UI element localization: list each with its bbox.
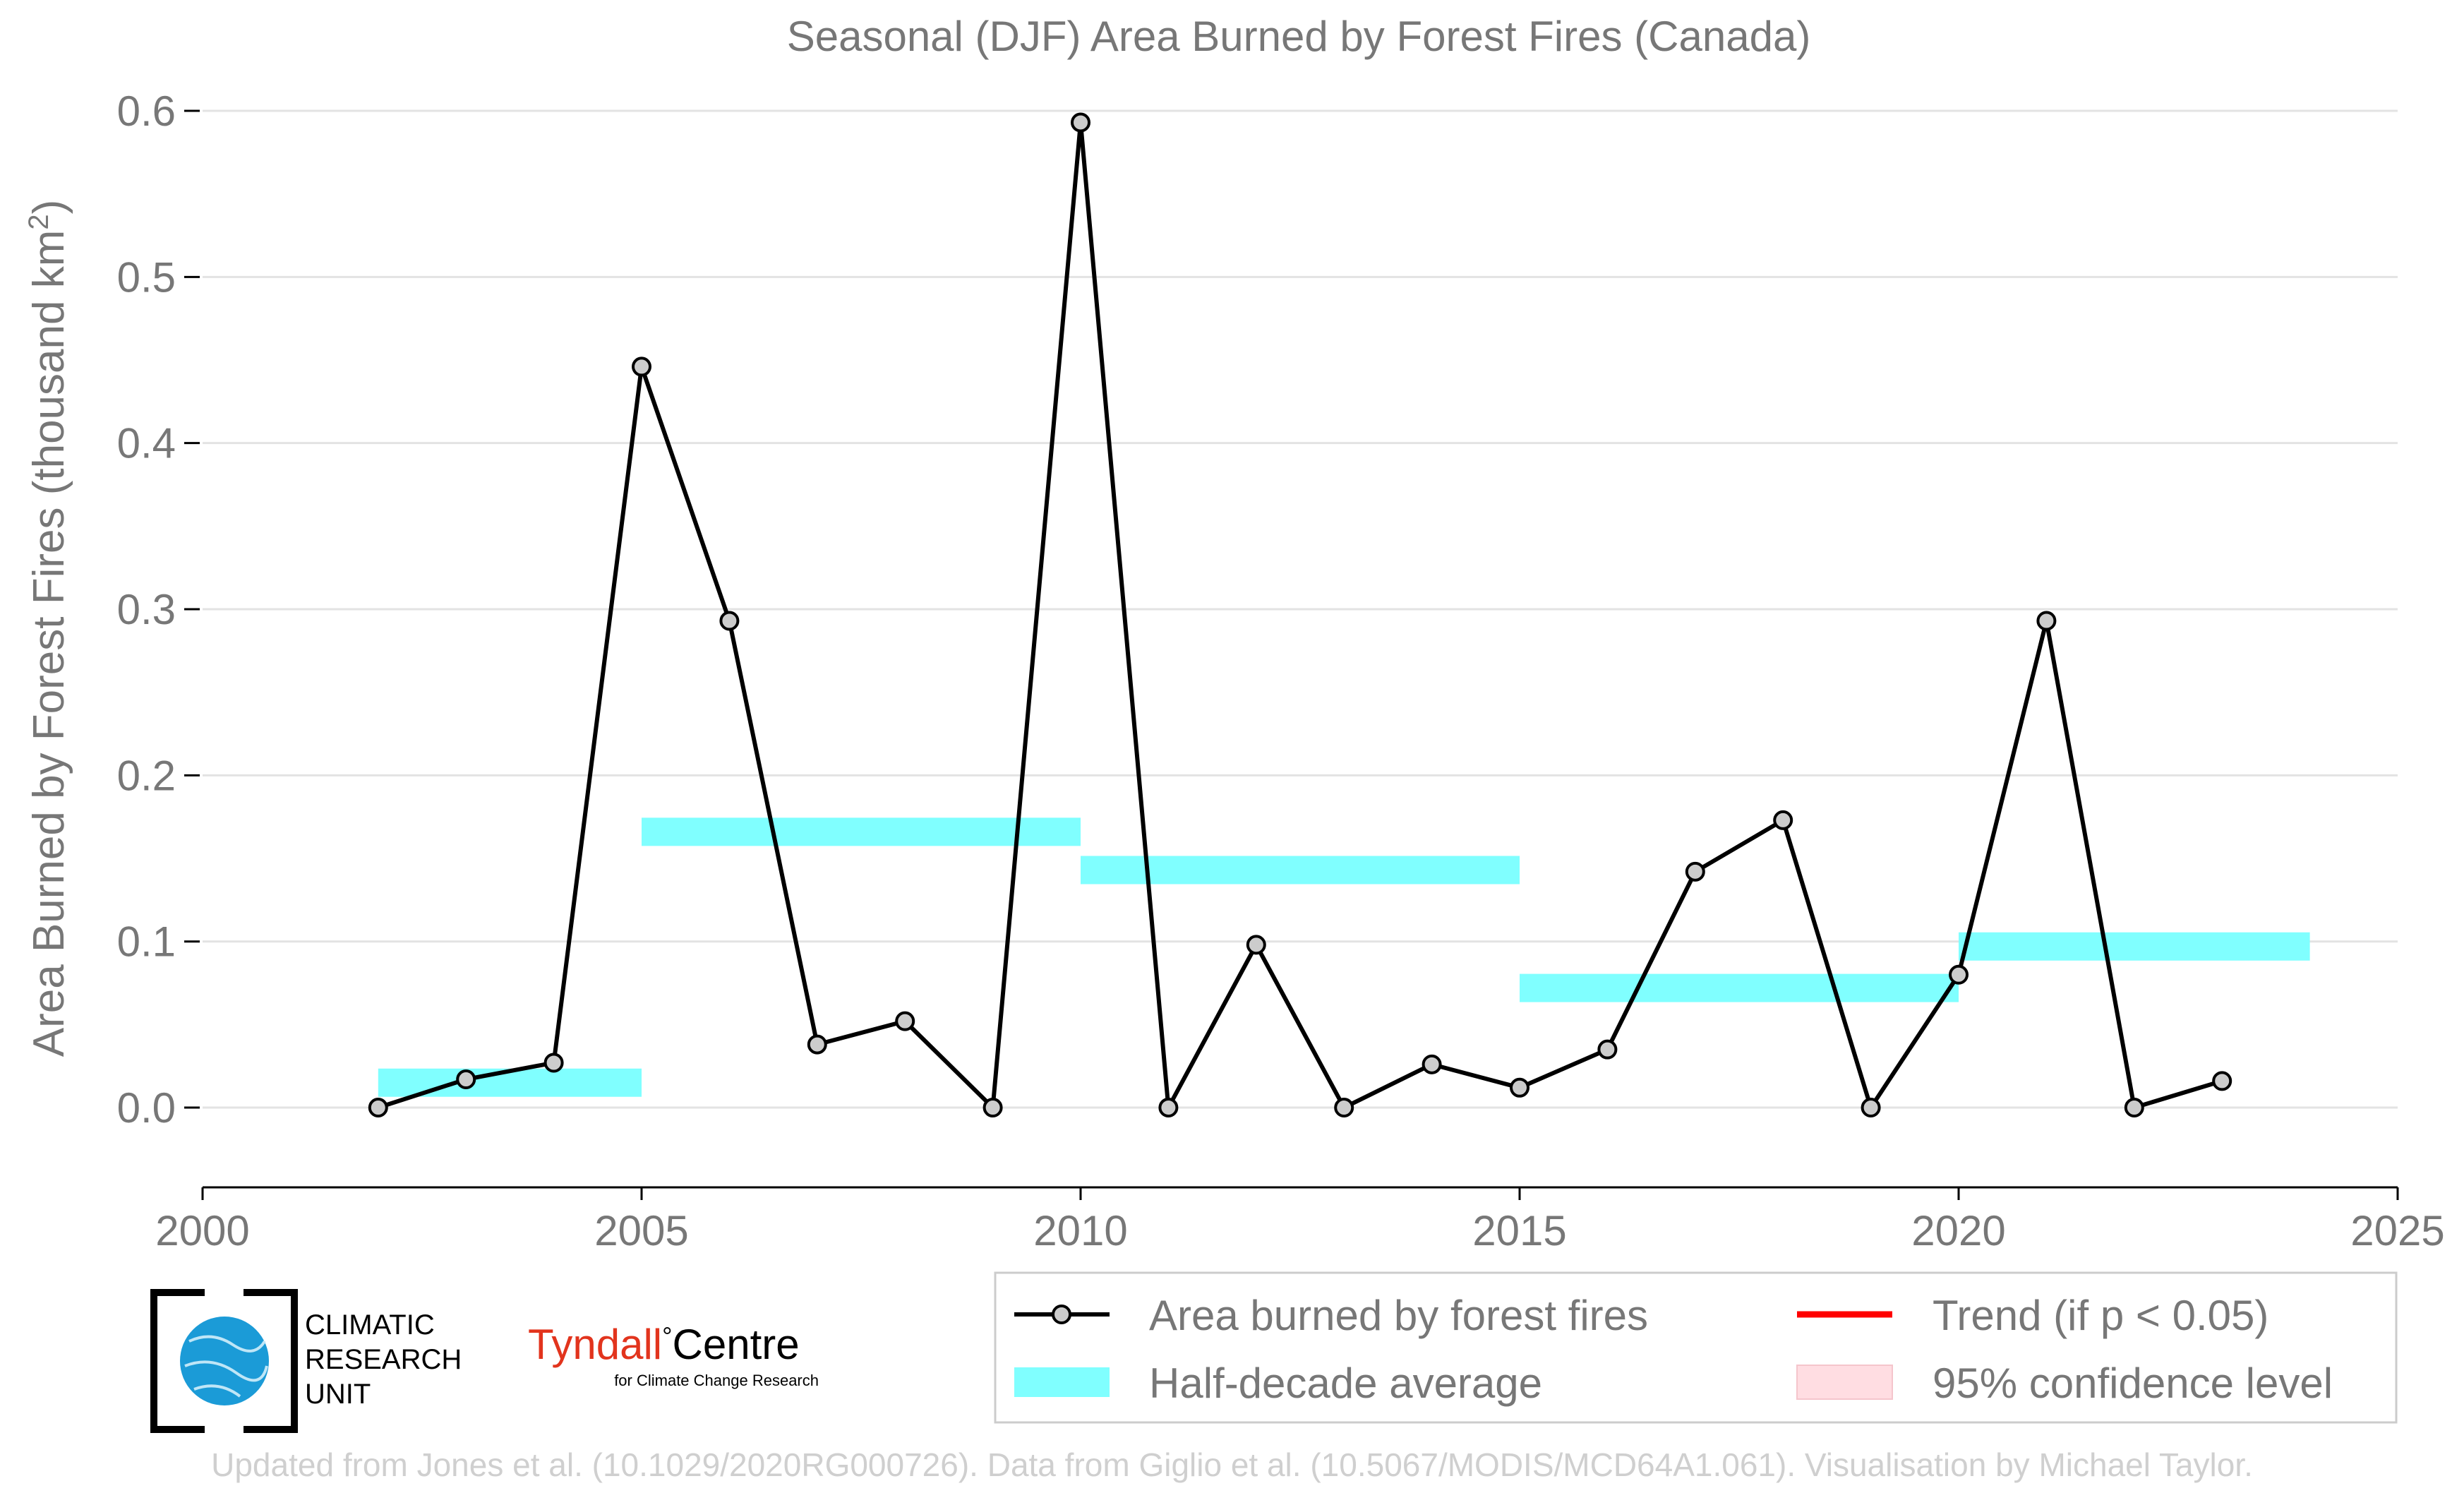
y-tick-label: 0.3	[117, 586, 176, 633]
y-axis-label-main: Area Burned by Forest Fires (thousand km	[25, 230, 73, 1057]
y-axis-label-close: )	[25, 200, 73, 215]
cru-logo-line-1: CLIMATIC	[305, 1309, 435, 1341]
data-point	[1422, 1054, 1442, 1074]
data-point	[368, 1098, 388, 1118]
x-tick-label: 2010	[1033, 1207, 1127, 1254]
y-tick-label: 0.4	[117, 420, 176, 467]
half-decade-average-bar	[1081, 856, 1520, 885]
data-point	[456, 1069, 476, 1090]
data-point	[1861, 1098, 1881, 1118]
x-tick-label: 2020	[1911, 1207, 2005, 1254]
data-point	[2212, 1071, 2232, 1091]
tyndall-logo-degree: °	[662, 1321, 672, 1350]
half-decade-average-bar	[642, 817, 1081, 846]
tyndall-logo-name: Tyndall°Centre	[528, 1321, 800, 1368]
data-point	[543, 1053, 564, 1073]
data-point	[1246, 935, 1266, 955]
data-point	[1334, 1098, 1354, 1118]
globe-icon	[180, 1317, 269, 1405]
data-point	[1158, 1098, 1179, 1118]
tyndall-logo-subtitle: for Climate Change Research	[614, 1372, 819, 1389]
y-tick-label: 0.0	[117, 1084, 176, 1132]
legend-item-trend: Trend (if p < 0.05)	[1797, 1292, 2268, 1339]
x-tick-label: 2005	[594, 1207, 688, 1254]
x-tick-label: 2015	[1472, 1207, 1566, 1254]
chart-title: Seasonal (DJF) Area Burned by Forest Fir…	[787, 13, 1811, 60]
cru-logo-frame	[150, 1289, 298, 1433]
y-axis-label: Area Burned by Forest Fires (thousand km…	[23, 200, 73, 1057]
data-point	[807, 1034, 827, 1055]
data-point	[1685, 861, 1705, 882]
y-axis-ticks: 0.0 0.1 0.2 0.3 0.4 0.5 0.6	[117, 88, 200, 1132]
source-footer: Updated from Jones et al. (10.1029/2020R…	[211, 1446, 2253, 1483]
legend-label-confidence: 95% confidence level	[1933, 1360, 2333, 1407]
legend-box	[994, 1271, 2398, 1424]
legend-item-half-decade: Half-decade average	[1014, 1360, 1542, 1407]
y-axis-label-sup: 2	[23, 214, 54, 229]
legend-label-half-decade: Half-decade average	[1149, 1360, 1542, 1407]
tyndall-logo-word: Tyndall	[528, 1321, 662, 1368]
y-tick-label: 0.1	[117, 918, 176, 966]
tyndall-logo-centre: Centre	[673, 1321, 800, 1368]
y-tick-label: 0.5	[117, 253, 176, 301]
y-tick-label: 0.2	[117, 752, 176, 799]
data-point	[1071, 112, 1090, 133]
data-point	[2124, 1098, 2144, 1118]
series-line-area-burned	[377, 120, 2223, 1110]
y-tick-label: 0.6	[117, 88, 176, 135]
cru-logo-line-3: UNIT	[305, 1379, 371, 1410]
data-point	[719, 611, 740, 631]
data-point	[982, 1098, 1003, 1118]
data-point	[1510, 1077, 1530, 1098]
data-point	[1773, 810, 1793, 830]
half-decade-average-bar	[1520, 973, 1959, 1002]
x-tick-label: 2025	[2350, 1207, 2444, 1254]
legend-swatch-marker	[1052, 1305, 1071, 1324]
series-points	[368, 112, 2232, 1118]
data-point	[1949, 964, 1969, 985]
legend: Area burned by forest fires Trend (if p …	[994, 1271, 2398, 1424]
x-axis-ticks: 2000 2005 2010 2015 2020 2025	[155, 1187, 2445, 1254]
legend-label-area-burned: Area burned by forest fires	[1149, 1292, 1648, 1339]
data-point	[2036, 611, 2057, 631]
cru-logo-line-2: RESEARCH	[305, 1344, 462, 1375]
x-tick-label: 2000	[155, 1207, 249, 1254]
data-point	[1597, 1039, 1618, 1060]
half-decade-average-bars	[378, 817, 2310, 1097]
globe-icon-pattern	[184, 1335, 268, 1398]
tyndall-logo: Tyndall°Centre for Climate Change Resear…	[528, 1321, 819, 1389]
legend-swatch-confidence	[1796, 1365, 1893, 1400]
legend-item-confidence: 95% confidence level	[1796, 1360, 2333, 1407]
legend-swatch-half-decade	[1014, 1367, 1110, 1397]
half-decade-average-bar	[1959, 932, 2310, 961]
data-point	[632, 356, 651, 377]
legend-label-trend: Trend (if p < 0.05)	[1933, 1292, 2268, 1339]
cru-logo: CLIMATIC RESEARCH UNIT	[150, 1289, 462, 1433]
legend-item-area-burned: Area burned by forest fires	[1014, 1292, 1648, 1339]
data-point	[895, 1011, 915, 1031]
